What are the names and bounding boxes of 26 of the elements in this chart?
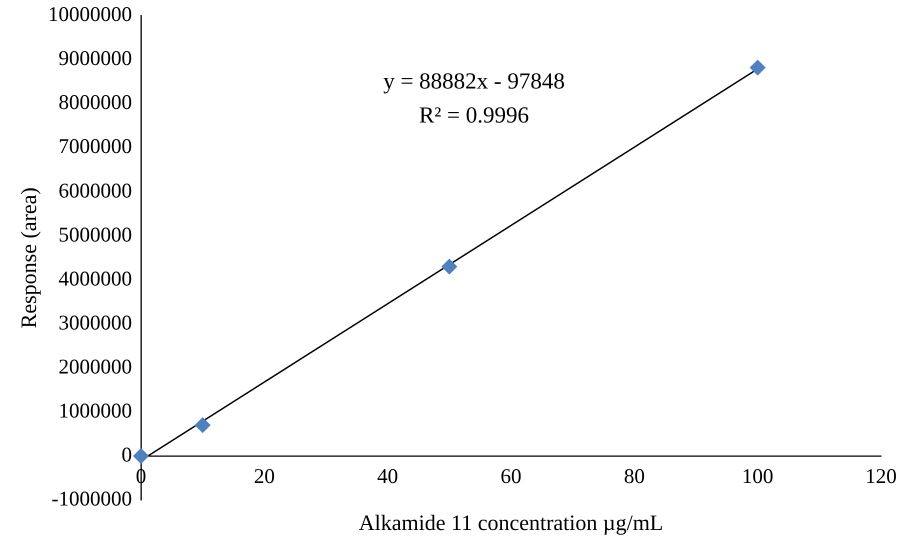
point bbox=[133, 448, 149, 464]
x-tick-label: 60 bbox=[500, 464, 522, 488]
x-tick-label: 80 bbox=[624, 464, 645, 488]
y-tick-label: 4000000 bbox=[58, 266, 132, 290]
annotation: R² = 0.9996 bbox=[419, 102, 529, 128]
y-axis-title: Response (area) bbox=[16, 187, 41, 328]
x-axis-title: Alkamide 11 concentration µg/mL bbox=[358, 510, 664, 535]
y-tick-label: 9000000 bbox=[58, 46, 132, 70]
annotation: y = 88882x - 97848 bbox=[383, 68, 565, 94]
x-tick-label: 120 bbox=[865, 464, 897, 488]
point bbox=[750, 60, 766, 76]
y-tick-label: -1000000 bbox=[52, 486, 132, 511]
y-tick-label: 5000000 bbox=[58, 222, 132, 246]
y-tick-label: 6000000 bbox=[58, 178, 132, 202]
y-tick-label: 10000000 bbox=[48, 2, 132, 26]
point bbox=[194, 417, 211, 434]
y-tick-label: 7000000 bbox=[58, 134, 132, 158]
y-tick-label: 3000000 bbox=[58, 310, 132, 334]
y-tick-label: 2000000 bbox=[58, 354, 132, 378]
x-tick-label: 20 bbox=[254, 464, 275, 488]
x-tick-label: 40 bbox=[377, 464, 398, 488]
x-tick-label: 100 bbox=[742, 464, 774, 488]
point bbox=[441, 258, 458, 275]
y-tick-label: 1000000 bbox=[58, 398, 132, 422]
y-tick-label: 0 bbox=[122, 442, 132, 466]
y-tick-label: 8000000 bbox=[58, 90, 132, 114]
